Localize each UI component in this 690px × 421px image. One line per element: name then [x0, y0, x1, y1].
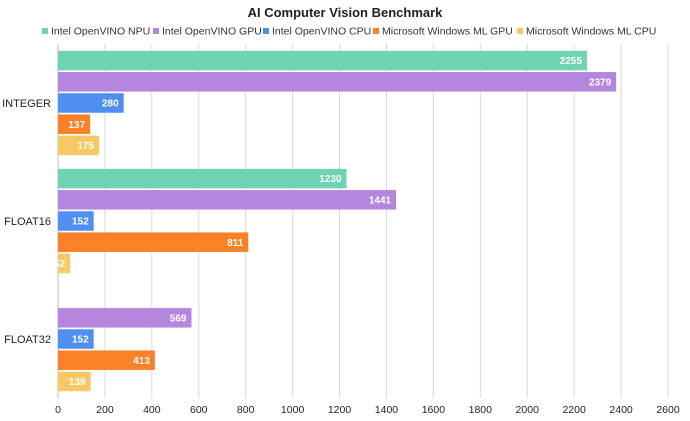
bar [58, 329, 94, 349]
category-labels: INTEGER FLOAT16 FLOAT32 [2, 98, 51, 346]
bar [58, 135, 100, 156]
legend-label: Microsoft Windows ML GPU [382, 26, 513, 38]
legend-swatch [517, 28, 523, 34]
category-label: FLOAT32 [4, 334, 51, 346]
legend-swatch [42, 28, 48, 34]
data-label: 139 [69, 377, 86, 388]
data-label: 152 [72, 335, 89, 346]
legend-swatch [373, 28, 379, 34]
bar [58, 114, 91, 134]
legend-label: Intel OpenVINO CPU [272, 26, 371, 38]
bar [58, 308, 192, 328]
data-label: 2255 [560, 56, 583, 67]
x-tick-label: 2000 [516, 404, 540, 416]
x-tick-label: 1000 [281, 404, 305, 416]
x-tick-label: 1600 [422, 404, 446, 416]
data-label: 1441 [369, 195, 392, 206]
category-label: FLOAT16 [4, 216, 51, 228]
x-tick-label: 1800 [469, 404, 493, 416]
legend: Intel OpenVINO NPU Intel OpenVINO GPU Inte… [42, 26, 656, 38]
data-label: 152 [72, 217, 89, 228]
x-tick-label: 2200 [562, 404, 586, 416]
x-tick-label: 200 [96, 404, 114, 416]
x-tick-label: 1400 [375, 404, 399, 416]
bar [58, 253, 71, 274]
data-label: 811 [227, 238, 244, 249]
bar [58, 232, 249, 252]
x-tick-label: 800 [237, 404, 255, 416]
data-label: 413 [133, 356, 150, 367]
data-label: 1230 [319, 174, 342, 185]
x-tick-label: 2400 [609, 404, 633, 416]
bar [58, 371, 91, 392]
bar [58, 350, 155, 370]
data-label: 280 [102, 99, 119, 110]
legend-label: Intel OpenVINO GPU [162, 26, 262, 38]
bars: 2255 2379 280 137 175 1230 1441 152 811 52 569 152 4… [54, 50, 617, 392]
category-label: INTEGER [2, 98, 51, 110]
x-tick-label: 0 [55, 404, 61, 416]
legend-label: Intel OpenVINO NPU [51, 26, 150, 38]
data-label: 52 [54, 259, 66, 270]
bar [58, 211, 94, 231]
bar [58, 93, 124, 113]
data-label: 137 [68, 120, 85, 131]
legend-label: Microsoft Windows ML CPU [526, 26, 656, 38]
gridlines [57, 44, 669, 398]
bar [58, 168, 347, 189]
bar [58, 72, 617, 92]
x-tick-label: 600 [190, 404, 208, 416]
bar [58, 50, 588, 71]
data-label: 2379 [589, 77, 612, 88]
bar [58, 190, 397, 210]
chart-title: AI Computer Vision Benchmark [248, 5, 444, 20]
x-tick-label: 2600 [656, 404, 680, 416]
x-tick-label: 400 [143, 404, 161, 416]
legend-swatch [263, 28, 269, 34]
data-label: 175 [77, 141, 94, 152]
x-tick-label: 1200 [328, 404, 352, 416]
x-axis-ticks: 0 200 400 600 800 1000 1200 1400 1600 1800 2000 220… [55, 404, 680, 416]
data-label: 569 [170, 313, 187, 324]
legend-swatch [153, 28, 159, 34]
